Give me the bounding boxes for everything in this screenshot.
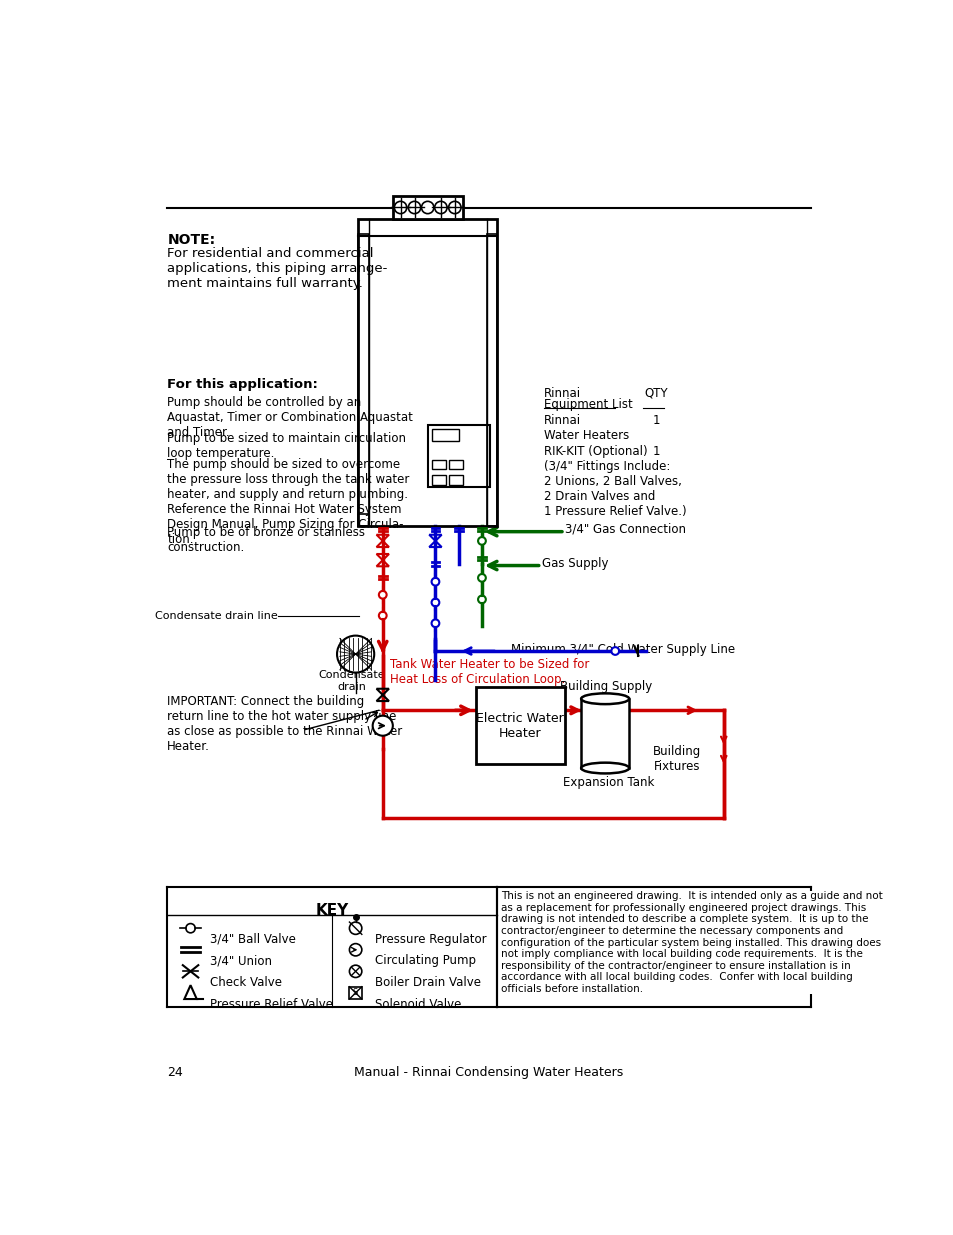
Text: Rinnai: Rinnai: [543, 387, 580, 400]
Text: The pump should be sized to overcome
the pressure loss through the tank water
he: The pump should be sized to overcome the…: [167, 458, 409, 546]
Circle shape: [477, 595, 485, 603]
Circle shape: [431, 620, 439, 627]
Text: 3/4" Gas Connection: 3/4" Gas Connection: [564, 522, 685, 536]
Text: Pump should be controlled by an
Aquastat, Timer or Combination Aquastat
and Time: Pump should be controlled by an Aquastat…: [167, 396, 413, 440]
Text: 3/4" Union: 3/4" Union: [210, 955, 272, 967]
Bar: [449, 475, 463, 484]
Text: Condensate
drain: Condensate drain: [318, 671, 385, 692]
Text: Pressure Regulator: Pressure Regulator: [375, 932, 486, 946]
Text: QTY: QTY: [644, 387, 668, 400]
Text: 1: 1: [652, 445, 659, 458]
Text: Gas Supply: Gas Supply: [541, 557, 607, 571]
Text: IMPORTANT: Connect the building
return line to the hot water supply line
as clos: IMPORTANT: Connect the building return l…: [167, 695, 402, 753]
Bar: [486, 235, 497, 526]
Text: Circulating Pump: Circulating Pump: [375, 955, 476, 967]
Bar: [357, 219, 497, 526]
Circle shape: [431, 599, 439, 606]
Text: This is not an engineered drawing.  It is intended only as a guide and not
as a : This is not an engineered drawing. It is…: [500, 892, 882, 994]
Bar: [431, 475, 445, 484]
Text: Check Valve: Check Valve: [210, 976, 282, 989]
Text: Equipment List: Equipment List: [543, 398, 632, 411]
Circle shape: [611, 647, 618, 655]
Text: 1: 1: [652, 414, 659, 427]
Circle shape: [431, 578, 439, 585]
Bar: [349, 987, 361, 999]
Text: For this application:: For this application:: [167, 378, 318, 390]
Text: 24: 24: [167, 1066, 183, 1079]
Text: Manual - Rinnai Condensing Water Heaters: Manual - Rinnai Condensing Water Heaters: [354, 1066, 623, 1079]
Text: Pump to be sized to maintain circulation
loop temperature.: Pump to be sized to maintain circulation…: [167, 432, 406, 461]
Text: 3/4" Ball Valve: 3/4" Ball Valve: [210, 932, 295, 946]
Text: Pressure Relief Valve: Pressure Relief Valve: [210, 998, 333, 1010]
Text: Condensate drain line: Condensate drain line: [155, 610, 278, 621]
Circle shape: [373, 716, 393, 736]
Text: For residential and commercial
applications, this piping arrange-
ment maintains: For residential and commercial applicati…: [167, 247, 387, 290]
Text: KEY: KEY: [315, 903, 349, 918]
Text: Electric Water
Heater: Electric Water Heater: [476, 711, 563, 740]
Text: Expansion Tank: Expansion Tank: [563, 776, 654, 789]
Text: Minimum 3/4" Cold Water Supply Line: Minimum 3/4" Cold Water Supply Line: [510, 643, 734, 656]
Circle shape: [477, 537, 485, 545]
Text: S: S: [353, 988, 358, 998]
Bar: [357, 514, 369, 526]
Text: Rinnai
Water Heaters: Rinnai Water Heaters: [543, 414, 629, 442]
Circle shape: [336, 636, 374, 673]
Text: NOTE:: NOTE:: [167, 233, 215, 247]
Ellipse shape: [580, 763, 629, 773]
Text: Solenoid Valve: Solenoid Valve: [375, 998, 461, 1010]
Text: Tank Water Heater to be Sized for
Heat Loss of Circulation Loop.: Tank Water Heater to be Sized for Heat L…: [390, 658, 589, 685]
Bar: [427, 425, 489, 487]
Bar: [431, 430, 458, 441]
Circle shape: [378, 611, 386, 620]
Text: Pump to be of bronze or stainless
construction.: Pump to be of bronze or stainless constr…: [167, 526, 365, 555]
Bar: [357, 235, 369, 526]
Bar: [393, 196, 462, 219]
Text: Building Supply: Building Supply: [559, 680, 652, 693]
Bar: [431, 461, 445, 469]
Circle shape: [378, 592, 386, 599]
Circle shape: [477, 574, 485, 582]
Bar: [580, 699, 629, 768]
Text: Boiler Drain Valve: Boiler Drain Valve: [375, 976, 480, 989]
Bar: [476, 687, 564, 764]
Ellipse shape: [580, 693, 629, 704]
Bar: [449, 461, 463, 469]
Text: RIK-KIT (Optional)
(3/4" Fittings Include:
2 Unions, 2 Ball Valves,
2 Drain Valv: RIK-KIT (Optional) (3/4" Fittings Includ…: [543, 445, 686, 517]
Text: Building
Fixtures: Building Fixtures: [653, 745, 700, 773]
